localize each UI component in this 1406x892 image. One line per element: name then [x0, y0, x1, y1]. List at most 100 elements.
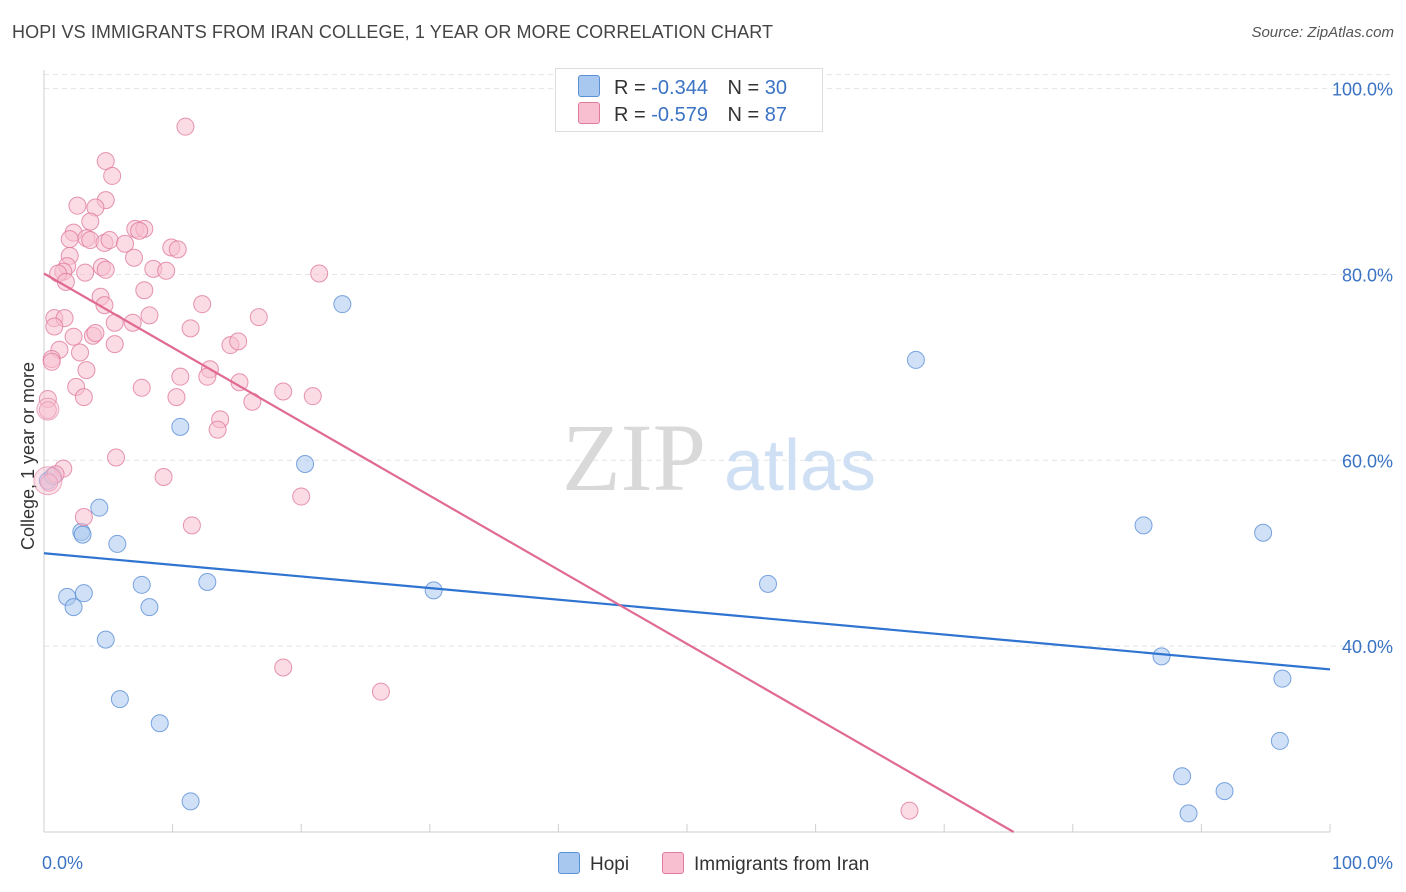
y-tick-label: 100.0% — [1332, 80, 1393, 100]
hopi-point — [110, 690, 129, 709]
iran-trend-line — [43, 272, 1015, 833]
legend-n-value-iran: 87 — [764, 104, 788, 126]
bottom-legend-hopi: Hopi — [558, 852, 629, 876]
iran-point — [86, 323, 105, 342]
iran-point — [292, 487, 311, 506]
hopi-point — [90, 498, 109, 517]
bottom-legend-iran: Immigrants from Iran — [662, 852, 869, 876]
x-tick-label: 100.0% — [1332, 853, 1393, 873]
iran-point — [76, 263, 95, 282]
x-tick-label: 0.0% — [42, 853, 83, 873]
iran-point — [229, 332, 248, 351]
iran-point — [167, 388, 186, 407]
hopi-point — [1179, 804, 1198, 823]
hopi-point — [906, 350, 925, 369]
iran-point — [310, 264, 329, 283]
legend-row-iran: R = -0.579 N = 87 — [578, 102, 787, 128]
legend-r-value-hopi: -0.344 — [651, 77, 708, 99]
iran-point — [96, 152, 115, 171]
iran-point — [900, 801, 919, 820]
source-label: Source: ZipAtlas.com — [1251, 24, 1394, 41]
bottom-legend-swatch-hopi — [558, 852, 580, 874]
iran-point — [249, 308, 268, 327]
hopi-point — [198, 573, 217, 592]
hopi-point — [181, 792, 200, 811]
bottom-legend-label-hopi: Hopi — [590, 854, 630, 875]
grid-lines — [44, 74, 1392, 647]
hopi-point — [74, 584, 93, 603]
hopi-point — [1152, 647, 1171, 666]
iran-point — [132, 378, 151, 397]
iran-point — [40, 473, 59, 492]
iran-point — [157, 261, 176, 280]
hopi-point — [333, 295, 352, 314]
legend-n-value-hopi: 30 — [764, 77, 788, 99]
iran-point — [116, 234, 135, 253]
hopi-point — [171, 417, 190, 436]
iran-point — [60, 230, 79, 249]
legend-n-label: N = — [727, 104, 760, 126]
y-tick-label: 40.0% — [1342, 637, 1393, 657]
iran-point — [105, 335, 124, 354]
trend-lines — [43, 272, 1331, 833]
iran-point — [36, 397, 60, 421]
iran-point — [135, 281, 154, 300]
legend-r-label: R = — [614, 104, 646, 126]
hopi-point — [96, 630, 115, 649]
iran-point — [182, 516, 201, 535]
iran-point — [274, 658, 293, 677]
iran-point — [96, 260, 115, 279]
hopi-point — [132, 575, 151, 594]
hopi-point — [1270, 731, 1289, 750]
hopi-point — [73, 525, 92, 544]
iran-point — [42, 352, 61, 371]
legend-swatch-hopi — [578, 75, 600, 97]
hopi-point — [296, 455, 315, 474]
watermark: ZIP atlas — [562, 404, 876, 511]
hopi-point — [140, 598, 159, 617]
y-tick-label: 80.0% — [1342, 265, 1393, 285]
iran-point — [74, 388, 93, 407]
legend-swatch-iran — [578, 102, 600, 124]
legend-n-label: N = — [727, 77, 760, 99]
hopi-point — [1215, 782, 1234, 801]
hopi-point — [1173, 767, 1192, 786]
tick-labels: 40.0% 60.0% 80.0% 100.0% 0.0% 100.0% — [42, 80, 1393, 873]
bottom-legend-label-iran: Immigrants from Iran — [694, 854, 870, 875]
watermark-atlas: atlas — [724, 426, 876, 506]
iran-point — [71, 343, 90, 362]
hopi-point — [150, 714, 169, 733]
iran-point — [193, 295, 212, 314]
legend-r-value-iran: -0.579 — [651, 104, 708, 126]
iran-point — [371, 682, 390, 701]
iran-point — [154, 468, 173, 487]
chart-title: HOPI VS IMMIGRANTS FROM IRAN COLLEGE, 1 … — [12, 22, 774, 42]
watermark-zip: ZIP — [562, 404, 706, 511]
iran-point — [140, 306, 159, 325]
iran-point — [176, 117, 195, 136]
hopi-point — [759, 574, 778, 593]
hopi-point — [424, 581, 443, 600]
hopi-point — [1254, 523, 1273, 542]
y-axis-title: College, 1 year or more — [18, 362, 38, 550]
hopi-trend-line — [43, 552, 1331, 671]
bottom-legend-swatch-iran — [662, 852, 684, 874]
iran-point — [68, 196, 87, 215]
legend-r-label: R = — [614, 77, 646, 99]
iran-point — [38, 401, 57, 420]
iran-point — [100, 231, 119, 250]
iran-point — [33, 466, 63, 496]
iran-point — [107, 448, 126, 467]
legend-row-hopi: R = -0.344 N = 30 — [578, 75, 787, 101]
hopi-point — [1273, 669, 1292, 688]
data-points — [33, 117, 1292, 823]
iran-point — [64, 327, 83, 346]
axes — [43, 70, 1331, 833]
iran-point — [208, 420, 227, 439]
legend-box: R = -0.344 N = 30 R = -0.579 N = 87 — [555, 68, 823, 132]
iran-point — [168, 240, 187, 259]
iran-point — [303, 387, 322, 406]
iran-point — [171, 367, 190, 386]
iran-point — [103, 166, 122, 185]
